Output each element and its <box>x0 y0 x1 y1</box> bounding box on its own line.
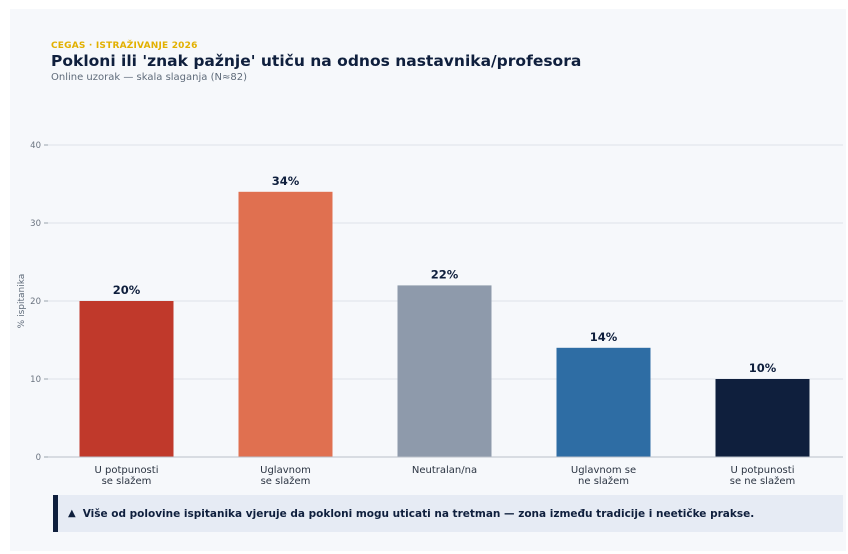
x-tick-label: Neutralan/na <box>412 465 477 476</box>
y-tick-label: 40 <box>30 141 41 151</box>
chart-subtitle: Online uzorak — skala slaganja (N≈82) <box>51 72 247 83</box>
bar <box>79 301 174 457</box>
bar <box>238 191 333 458</box>
bar-value-label: 34% <box>272 174 300 188</box>
bar <box>397 285 492 457</box>
chart-card <box>10 9 846 551</box>
y-axis-label: % ispitanika <box>17 274 27 329</box>
bar <box>556 347 651 457</box>
x-tick-label: se ne slažem <box>730 475 795 487</box>
y-tick-label: 30 <box>30 219 41 229</box>
x-tick-label: se slažem <box>261 475 311 487</box>
x-tick-label: U potpunosti <box>95 465 159 476</box>
y-tick-label: 20 <box>30 297 41 307</box>
x-tick-label: ne slažem <box>578 475 629 487</box>
triangle-up-icon: ▲ <box>68 508 76 519</box>
insight-note: ▲ Više od polovine ispitanika vjeruje da… <box>53 495 843 532</box>
chart-title: Pokloni ili 'znak pažnje' utiču na odnos… <box>51 52 582 70</box>
x-tick-label: Uglavnom se <box>571 465 636 476</box>
y-tick-label: 10 <box>30 375 41 385</box>
bar-value-label: 20% <box>113 283 141 297</box>
bar-value-label: 22% <box>431 267 459 281</box>
insight-note-text: Više od polovine ispitanika vjeruje da p… <box>82 507 755 520</box>
x-tick-label: se slažem <box>102 475 152 487</box>
x-tick-label: Uglavnom <box>260 465 311 476</box>
bar <box>715 379 810 457</box>
chart-kicker: CEGAS · ISTRAŽIVANJE 2026 <box>51 41 198 51</box>
bar-value-label: 14% <box>590 330 618 344</box>
y-tick-label: 0 <box>36 453 41 463</box>
x-tick-label: U potpunosti <box>731 465 795 476</box>
bar-value-label: 10% <box>749 361 777 375</box>
